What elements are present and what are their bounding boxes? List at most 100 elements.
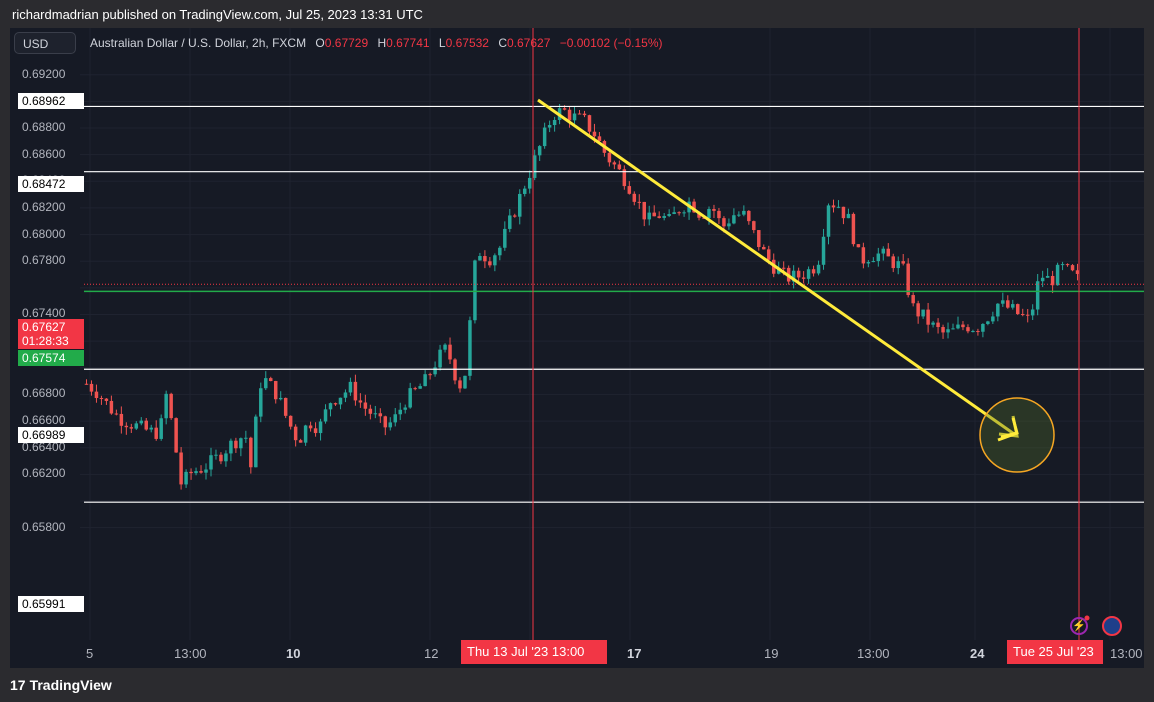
candle-body <box>278 397 283 400</box>
candle-body <box>488 261 492 266</box>
candle-body <box>348 381 353 393</box>
candle-body <box>732 215 736 224</box>
candle-body <box>961 324 965 328</box>
candle-body <box>254 416 258 468</box>
candle-body <box>1020 314 1025 316</box>
candle-body <box>139 420 144 424</box>
candle-body <box>1011 304 1015 308</box>
chart-canvas[interactable] <box>10 28 1144 668</box>
candle-body <box>861 247 866 264</box>
candle-body <box>503 228 507 248</box>
candle-body <box>826 205 831 237</box>
candle-body <box>1030 309 1035 316</box>
low-value: 0.67532 <box>445 36 489 50</box>
y-tick-label: 0.66800 <box>22 386 66 401</box>
candle-body <box>179 452 183 485</box>
candle-body <box>234 440 238 449</box>
lightning-icon[interactable]: ⚡ <box>1070 617 1088 635</box>
candle-body <box>916 303 920 317</box>
y-tick-label: 0.68000 <box>22 226 66 241</box>
candle-body <box>184 471 188 485</box>
candle-body <box>483 256 487 262</box>
candle-body <box>881 248 886 254</box>
candle-body <box>1050 275 1055 286</box>
candle-body <box>971 331 975 333</box>
candle-body <box>194 471 198 474</box>
candle-body <box>816 264 821 274</box>
high-label: H <box>377 36 387 50</box>
candle-body <box>757 230 761 248</box>
candle-body <box>921 309 925 317</box>
candle-body <box>906 263 910 296</box>
candle-body <box>89 383 94 392</box>
candle-body <box>587 115 592 132</box>
price-label-level3: 0.66989 <box>18 427 84 443</box>
high-value: 0.67741 <box>386 36 430 50</box>
candle-body <box>562 108 567 110</box>
candle-body <box>333 403 338 405</box>
candle-body <box>811 269 816 274</box>
candle-body <box>313 428 318 434</box>
candle-body <box>652 212 656 217</box>
x-tick-label: 19 <box>764 646 779 661</box>
candle-body <box>717 210 721 219</box>
candle-body <box>1016 304 1020 315</box>
candle-body <box>353 381 358 401</box>
candle-body <box>647 212 651 220</box>
candle-body <box>209 455 213 470</box>
y-tick-label: 0.65800 <box>22 519 66 534</box>
candle-body <box>707 208 711 219</box>
candle-body <box>572 113 577 121</box>
y-tick-label: 0.68600 <box>22 146 66 161</box>
candle-body <box>473 260 477 321</box>
candle-body <box>328 403 333 410</box>
x-tick-label: 10 <box>286 646 301 661</box>
candle-body <box>418 386 422 389</box>
candle-body <box>577 113 582 115</box>
price-label-level2: 0.68472 <box>18 176 84 192</box>
x-tick-label: 13:00 <box>857 646 890 661</box>
candle-body <box>682 212 686 214</box>
candle-body <box>901 261 905 264</box>
currency-button[interactable]: USD <box>14 32 76 54</box>
candle-body <box>1060 264 1065 266</box>
candle-body <box>911 295 915 304</box>
x-tick-label: 24 <box>970 646 985 661</box>
candle-body <box>99 398 104 400</box>
price-label-current: 0.67627 <box>18 319 84 335</box>
candle-body <box>846 213 851 219</box>
candle-body <box>413 388 417 390</box>
x-tick-label: 13:00 <box>174 646 207 661</box>
candle-body <box>1035 281 1040 310</box>
candle-body <box>84 383 89 385</box>
candle-body <box>373 413 378 415</box>
candle-body <box>627 186 632 194</box>
candle-body <box>866 262 871 264</box>
candle-body <box>129 427 134 429</box>
candle-body <box>597 136 602 142</box>
candle-body <box>164 393 168 419</box>
candle-body <box>388 422 393 428</box>
candle-body <box>856 244 861 248</box>
candle-body <box>986 321 990 324</box>
price-label-countdown: 01:28:33 <box>18 333 84 349</box>
candle-body <box>747 210 751 222</box>
tradingview-logo-icon: 17 <box>10 677 26 693</box>
candle-body <box>134 423 139 429</box>
candle-body <box>637 201 642 203</box>
symbol-legend: Australian Dollar / U.S. Dollar, 2h, FXC… <box>90 36 662 50</box>
candle-body <box>229 440 233 454</box>
close-label: C <box>498 36 507 50</box>
candle-body <box>338 397 343 405</box>
open-label: O <box>315 36 325 50</box>
target-arrow-shaft <box>997 431 1018 442</box>
chart-area[interactable] <box>10 28 1144 668</box>
candle-body <box>831 205 836 208</box>
candle-body <box>632 193 637 202</box>
candle-body <box>428 374 432 376</box>
australia-flag-icon[interactable] <box>1102 616 1122 636</box>
candle-body <box>677 212 681 214</box>
candle-body <box>1045 275 1050 278</box>
candle-body <box>214 454 218 456</box>
candle-body <box>174 418 178 453</box>
